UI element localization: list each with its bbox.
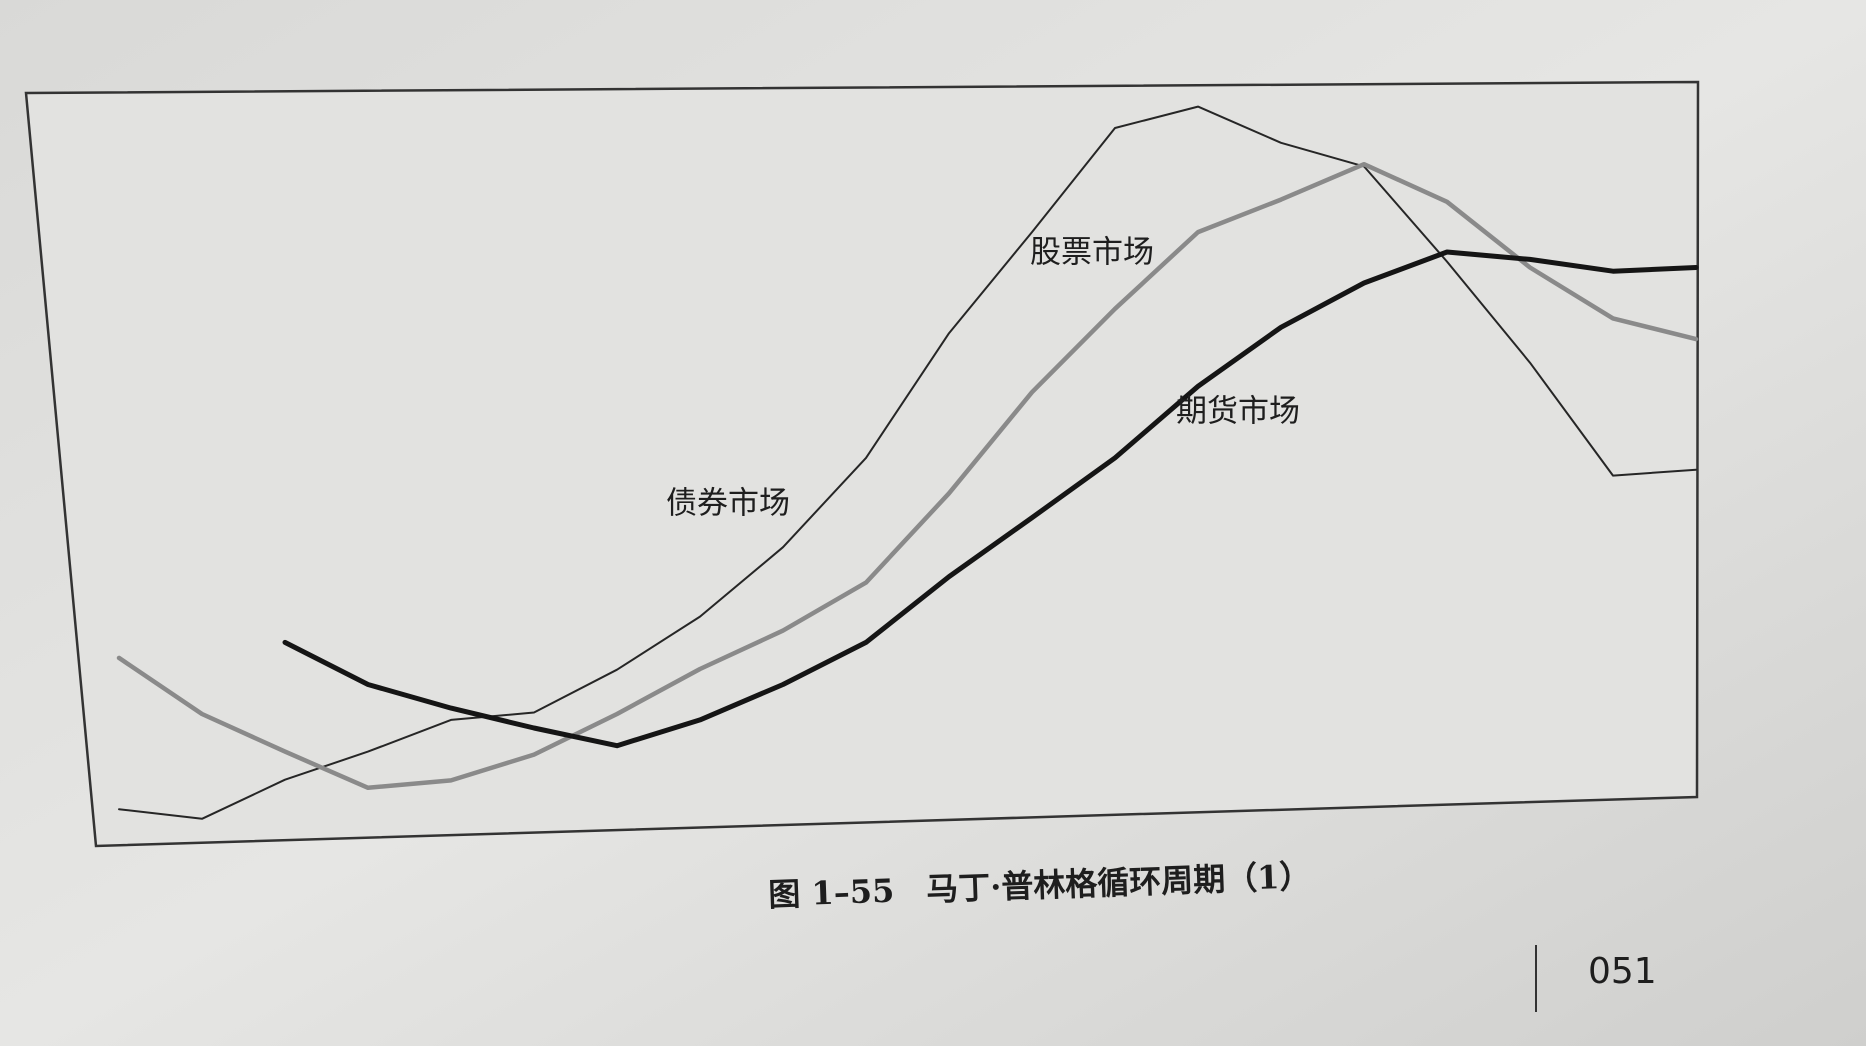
- series-line: [116, 161, 1699, 791]
- series-line: [282, 249, 1699, 749]
- series-line: [118, 105, 1697, 820]
- plot-frame: [24, 80, 1700, 848]
- page-number: 051: [1588, 951, 1657, 992]
- series-label: 期货市场: [1176, 394, 1300, 430]
- series-label: 债券市场: [666, 486, 790, 522]
- series-label: 股票市场: [1030, 235, 1154, 271]
